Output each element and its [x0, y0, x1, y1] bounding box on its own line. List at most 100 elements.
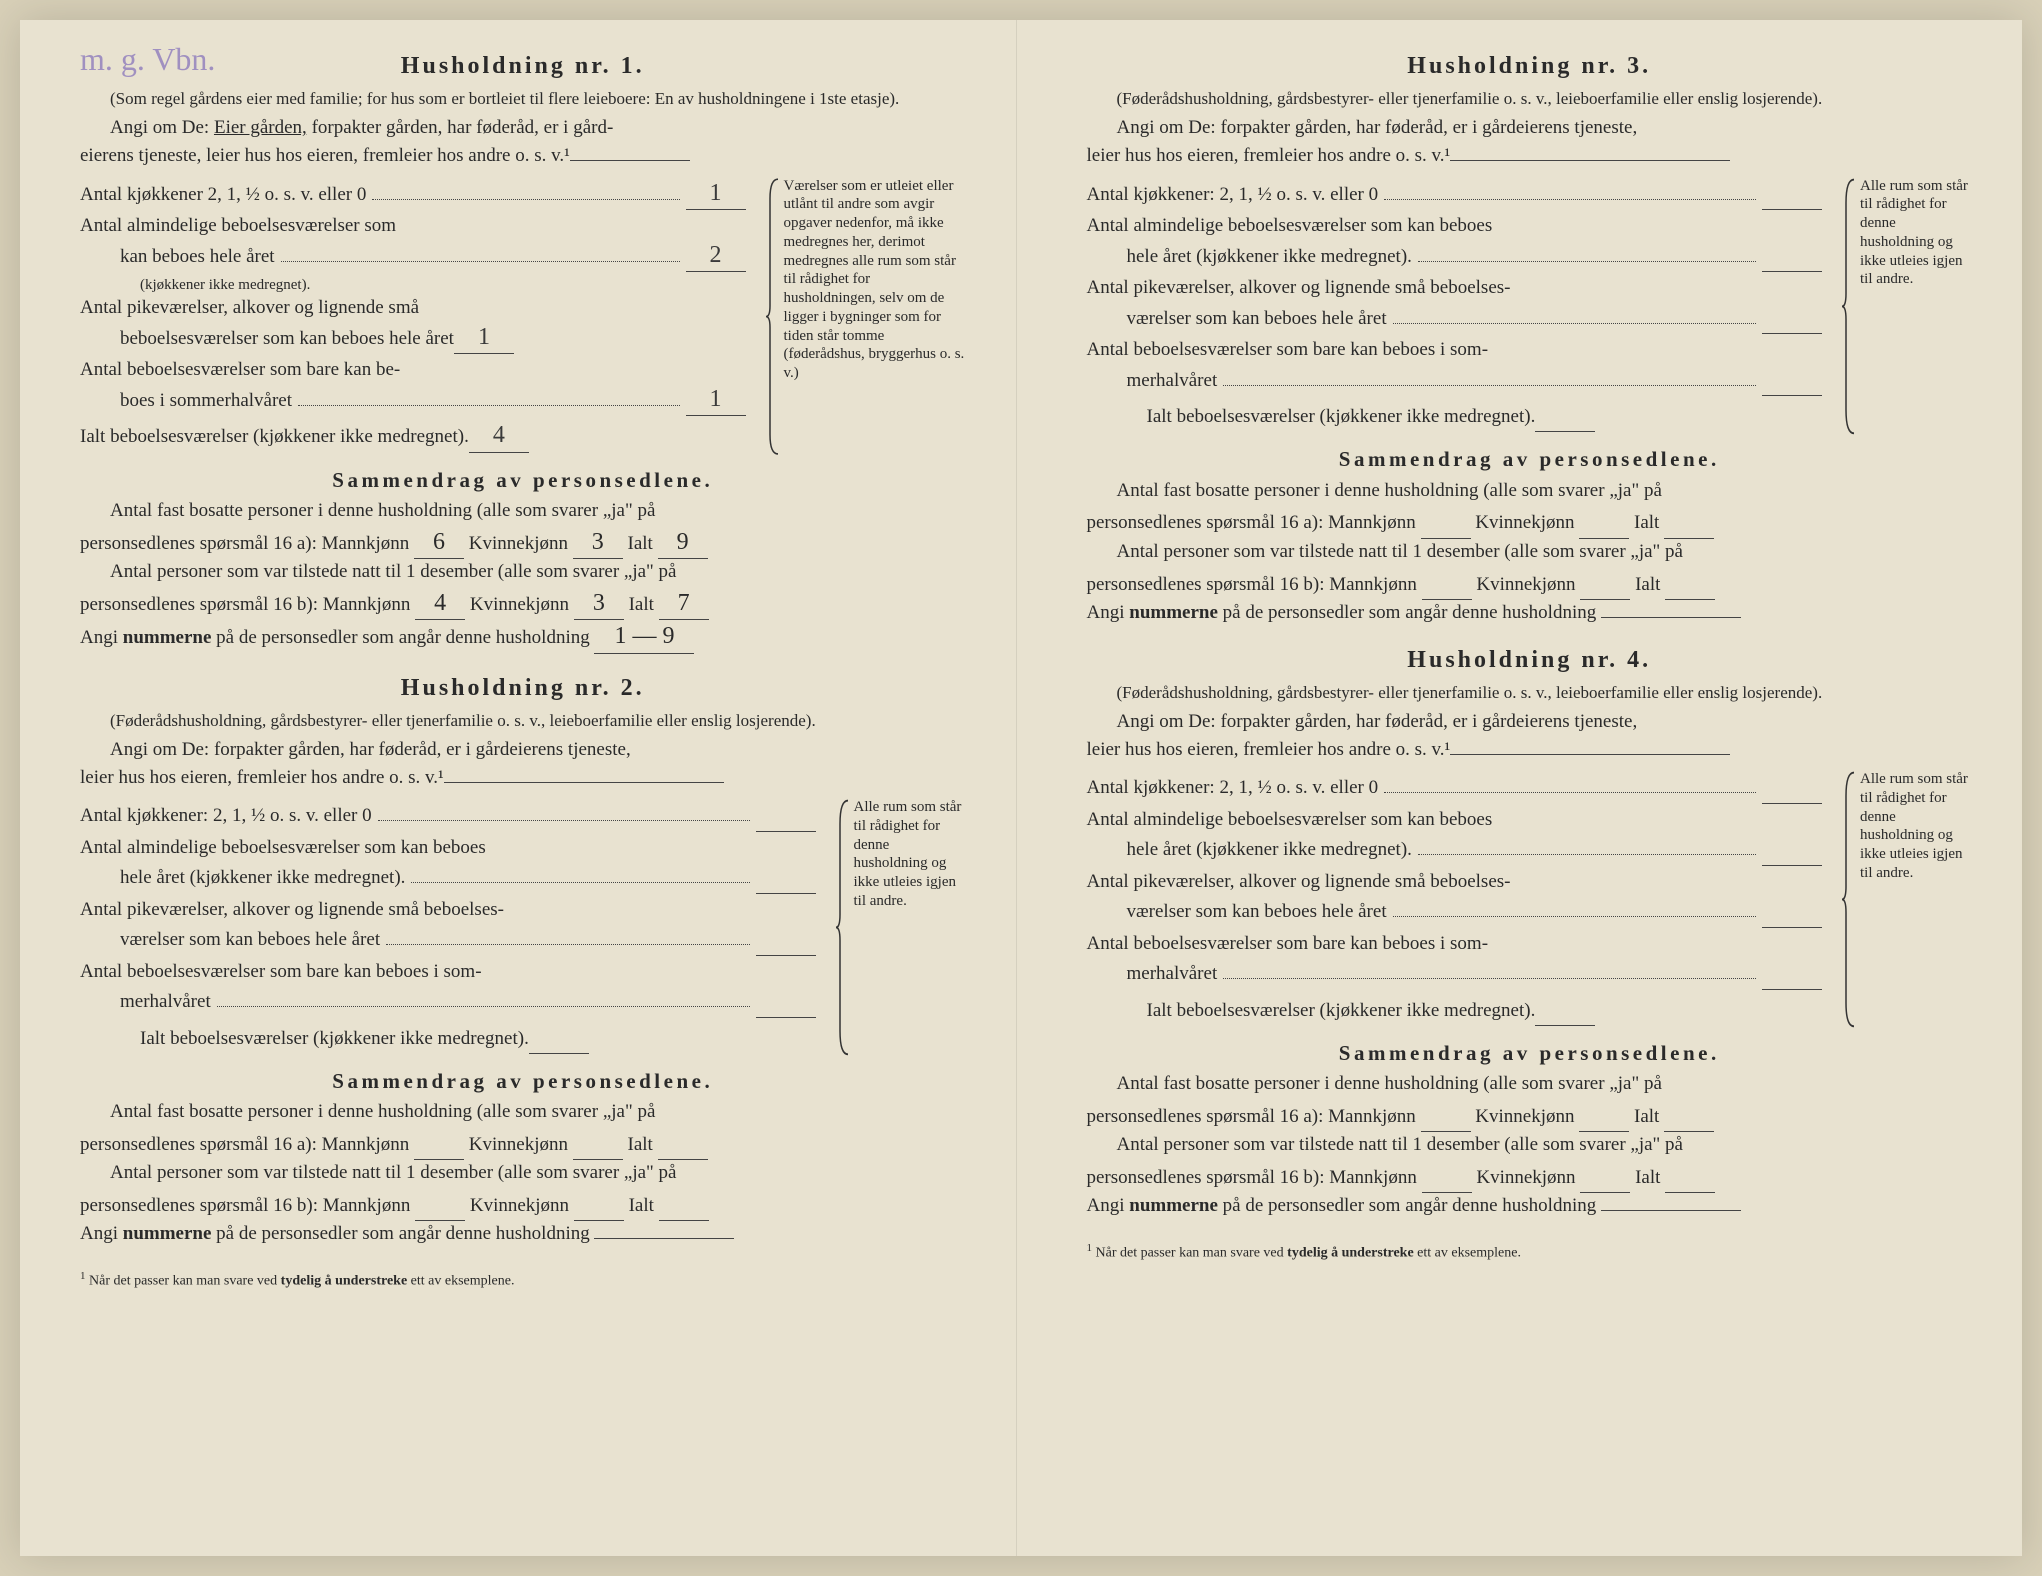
- dots: [298, 387, 679, 406]
- hh4-l3b: nummerne: [1129, 1195, 1218, 1216]
- hh4-total-row: Ialt beboelsesværelser (kjøkkener ikke m…: [1087, 993, 1823, 1026]
- hh3-i1: Ialt: [1634, 512, 1659, 533]
- dots: [386, 926, 749, 945]
- hh4-summary-title: Sammendrag av personsedlene.: [1087, 1039, 1973, 1067]
- hh4-total-val: [1535, 993, 1595, 1026]
- hh1-summary-title: Sammendrag av personsedlene.: [80, 466, 966, 494]
- dots: [1223, 960, 1756, 979]
- hh3-side-note: Alle rum som står til rådighet for denne…: [1842, 177, 1972, 436]
- brace-icon: [766, 177, 780, 456]
- hh2-l3p: Angi: [80, 1223, 123, 1244]
- hh3-l3po: på de personsedler som angår denne husho…: [1218, 602, 1596, 623]
- hh2-s-l2b-row: personsedlenes spørsmål 16 b): Mannkjønn…: [80, 1188, 966, 1221]
- hh2-ord-val: [756, 860, 816, 893]
- hh2-kitchens-val: [756, 798, 816, 831]
- hh3-total-row: Ialt beboelsesværelser (kjøkkener ikke m…: [1087, 399, 1823, 432]
- hh4-k1: [1579, 1099, 1629, 1132]
- household-2: Husholdning nr. 2. (Føderådshusholdning,…: [80, 672, 966, 1248]
- household-3: Husholdning nr. 3. (Føderådshusholdning,…: [1087, 50, 1973, 626]
- hh4-l3v: [1601, 1210, 1741, 1211]
- hh2-s-l2b: personsedlenes spørsmål 16 b): Mannkjønn: [80, 1195, 410, 1216]
- hh3-maid-row: værelser som kan beboes hele året: [1087, 301, 1823, 334]
- brace-icon: [1842, 770, 1856, 1029]
- hh1-k2: 3: [574, 587, 624, 620]
- hh4-angi2: leier hus hos eieren, fremleier hos andr…: [1087, 739, 1451, 760]
- hh4-s-l1b: personsedlenes spørsmål 16 a): Mannkjønn: [1087, 1106, 1416, 1127]
- fn-post-r: ett av eksemplene.: [1414, 1246, 1521, 1261]
- handwritten-note: m. g. Vbn.: [80, 38, 215, 81]
- hh4-s-l1a: Antal fast bosatte personer i denne hush…: [1087, 1071, 1973, 1097]
- hh2-s-l1b-row: personsedlenes spørsmål 16 a): Mannkjønn…: [80, 1127, 966, 1160]
- hh4-maid-val: [1762, 894, 1822, 927]
- hh1-maid-val: 1: [454, 321, 514, 354]
- hh4-i2: Ialt: [1635, 1167, 1660, 1188]
- hh4-ord1: Antal almindelige beboelsesværelser som …: [1087, 807, 1823, 833]
- hh4-rooms-main: Antal kjøkkener: 2, 1, ½ o. s. v. eller …: [1087, 770, 1823, 1029]
- hh2-angi1: Angi om De: forpakter gården, har føderå…: [80, 737, 966, 763]
- hh3-maid1: Antal pikeværelser, alkover og lignende …: [1087, 275, 1823, 301]
- hh3-s-l1b-row: personsedlenes spørsmål 16 a): Mannkjønn…: [1087, 505, 1973, 538]
- footnote-right: 1 Når det passer kan man svare ved tydel…: [1087, 1237, 1973, 1264]
- left-page: m. g. Vbn. Husholdning nr. 1. (Som regel…: [20, 20, 1017, 1556]
- household-1: Husholdning nr. 1. (Som regel gårdens ei…: [80, 50, 966, 654]
- hh1-kitchens-val: 1: [686, 177, 746, 210]
- hh3-rooms-main: Antal kjøkkener: 2, 1, ½ o. s. v. eller …: [1087, 177, 1823, 436]
- dots: [372, 181, 679, 200]
- hh1-l3-bold: nummerne: [123, 627, 212, 648]
- hh1-angi-underlined: Eier gården,: [214, 117, 307, 138]
- hh3-angi1: Angi om De: forpakter gården, har føderå…: [1087, 115, 1973, 141]
- hh4-side-text: Alle rum som står til rådighet for denne…: [1860, 771, 1968, 881]
- hh2-title: Husholdning nr. 2.: [80, 672, 966, 704]
- brace-icon: [1842, 177, 1856, 436]
- hh3-k2: [1580, 567, 1630, 600]
- hh3-ord1: Antal almindelige beboelsesværelser som …: [1087, 213, 1823, 239]
- hh4-kitchens-label: Antal kjøkkener: 2, 1, ½ o. s. v. eller …: [1087, 775, 1379, 801]
- hh2-kitchens-row: Antal kjøkkener: 2, 1, ½ o. s. v. eller …: [80, 798, 816, 831]
- hh1-sum-l1b: personsedlenes spørsmål 16 a): Mannkjønn: [80, 533, 409, 554]
- hh2-subtitle: (Føderådshusholdning, gårdsbestyrer- ell…: [80, 710, 966, 733]
- hh2-s-l1a: Antal fast bosatte personer i denne hush…: [80, 1099, 966, 1125]
- hh3-t1: [1664, 505, 1714, 538]
- hh2-i2: Ialt: [629, 1195, 654, 1216]
- hh1-sum-l1b-row: personsedlenes spørsmål 16 a): Mannkjønn…: [80, 526, 966, 559]
- hh1-t2: 7: [659, 587, 709, 620]
- hh2-rooms-main: Antal kjøkkener: 2, 1, ½ o. s. v. eller …: [80, 798, 816, 1057]
- hh3-s-l2b: personsedlenes spørsmål 16 b): Mannkjønn: [1087, 574, 1417, 595]
- hh4-s-l2b-row: personsedlenes spørsmål 16 b): Mannkjønn…: [1087, 1160, 1973, 1193]
- hh4-subtitle: (Føderådshusholdning, gårdsbestyrer- ell…: [1087, 682, 1973, 705]
- hh2-sum-val: [756, 984, 816, 1017]
- hh4-sum-row: merhalvåret: [1087, 956, 1823, 989]
- hh2-sum2: merhalvåret: [80, 989, 211, 1015]
- hh1-kv2-label: Kvinnekjønn: [470, 594, 569, 615]
- hh3-m2: [1422, 567, 1472, 600]
- hh1-ialt2-label: Ialt: [629, 594, 654, 615]
- hh3-kitchens-val: [1762, 177, 1822, 210]
- hh4-ord2: hele året (kjøkkener ikke medregnet).: [1087, 837, 1412, 863]
- hh3-s-l2a: Antal personer som var tilstede natt til…: [1087, 539, 1973, 565]
- hh2-s-l1b: personsedlenes spørsmål 16 a): Mannkjønn: [80, 1134, 409, 1155]
- hh2-l3v: [594, 1238, 734, 1239]
- hh1-sum-l2b: personsedlenes spørsmål 16 b): Mannkjønn: [80, 594, 410, 615]
- hh3-ord2: hele året (kjøkkener ikke medregnet).: [1087, 244, 1412, 270]
- hh3-kitchens-label: Antal kjøkkener: 2, 1, ½ o. s. v. eller …: [1087, 182, 1379, 208]
- hh1-angi-rest2: eierens tjeneste, leier hus hos eieren, …: [80, 145, 570, 166]
- hh3-i2: Ialt: [1635, 574, 1660, 595]
- fn-bold-r: tydelig å understreke: [1287, 1246, 1414, 1261]
- hh1-total-val: 4: [469, 419, 529, 452]
- right-page: Husholdning nr. 3. (Føderådshusholdning,…: [1017, 20, 2023, 1556]
- hh2-maid-val: [756, 922, 816, 955]
- hh1-ordinary-val: 2: [686, 239, 746, 272]
- hh2-maid2: værelser som kan beboes hele året: [80, 927, 380, 953]
- hh1-sum-l1a: Antal fast bosatte personer i denne hush…: [80, 498, 966, 524]
- hh4-l3po: på de personsedler som angår denne husho…: [1218, 1195, 1596, 1216]
- hh4-s-l2b: personsedlenes spørsmål 16 b): Mannkjønn: [1087, 1167, 1417, 1188]
- hh2-l3b: nummerne: [123, 1223, 212, 1244]
- hh2-t2: [659, 1188, 709, 1221]
- hh2-k2: [574, 1188, 624, 1221]
- hh4-s-l2a: Antal personer som var tilstede natt til…: [1087, 1132, 1973, 1158]
- hh2-ord-row: hele året (kjøkkener ikke medregnet).: [80, 860, 816, 893]
- household-4: Husholdning nr. 4. (Føderådshusholdning,…: [1087, 644, 1973, 1220]
- hh1-angi-blank: [570, 160, 690, 161]
- hh1-sum-l2a: Antal personer som var tilstede natt til…: [80, 559, 966, 585]
- hh1-kitchens-label: Antal kjøkkener 2, 1, ½ o. s. v. eller 0: [80, 182, 366, 208]
